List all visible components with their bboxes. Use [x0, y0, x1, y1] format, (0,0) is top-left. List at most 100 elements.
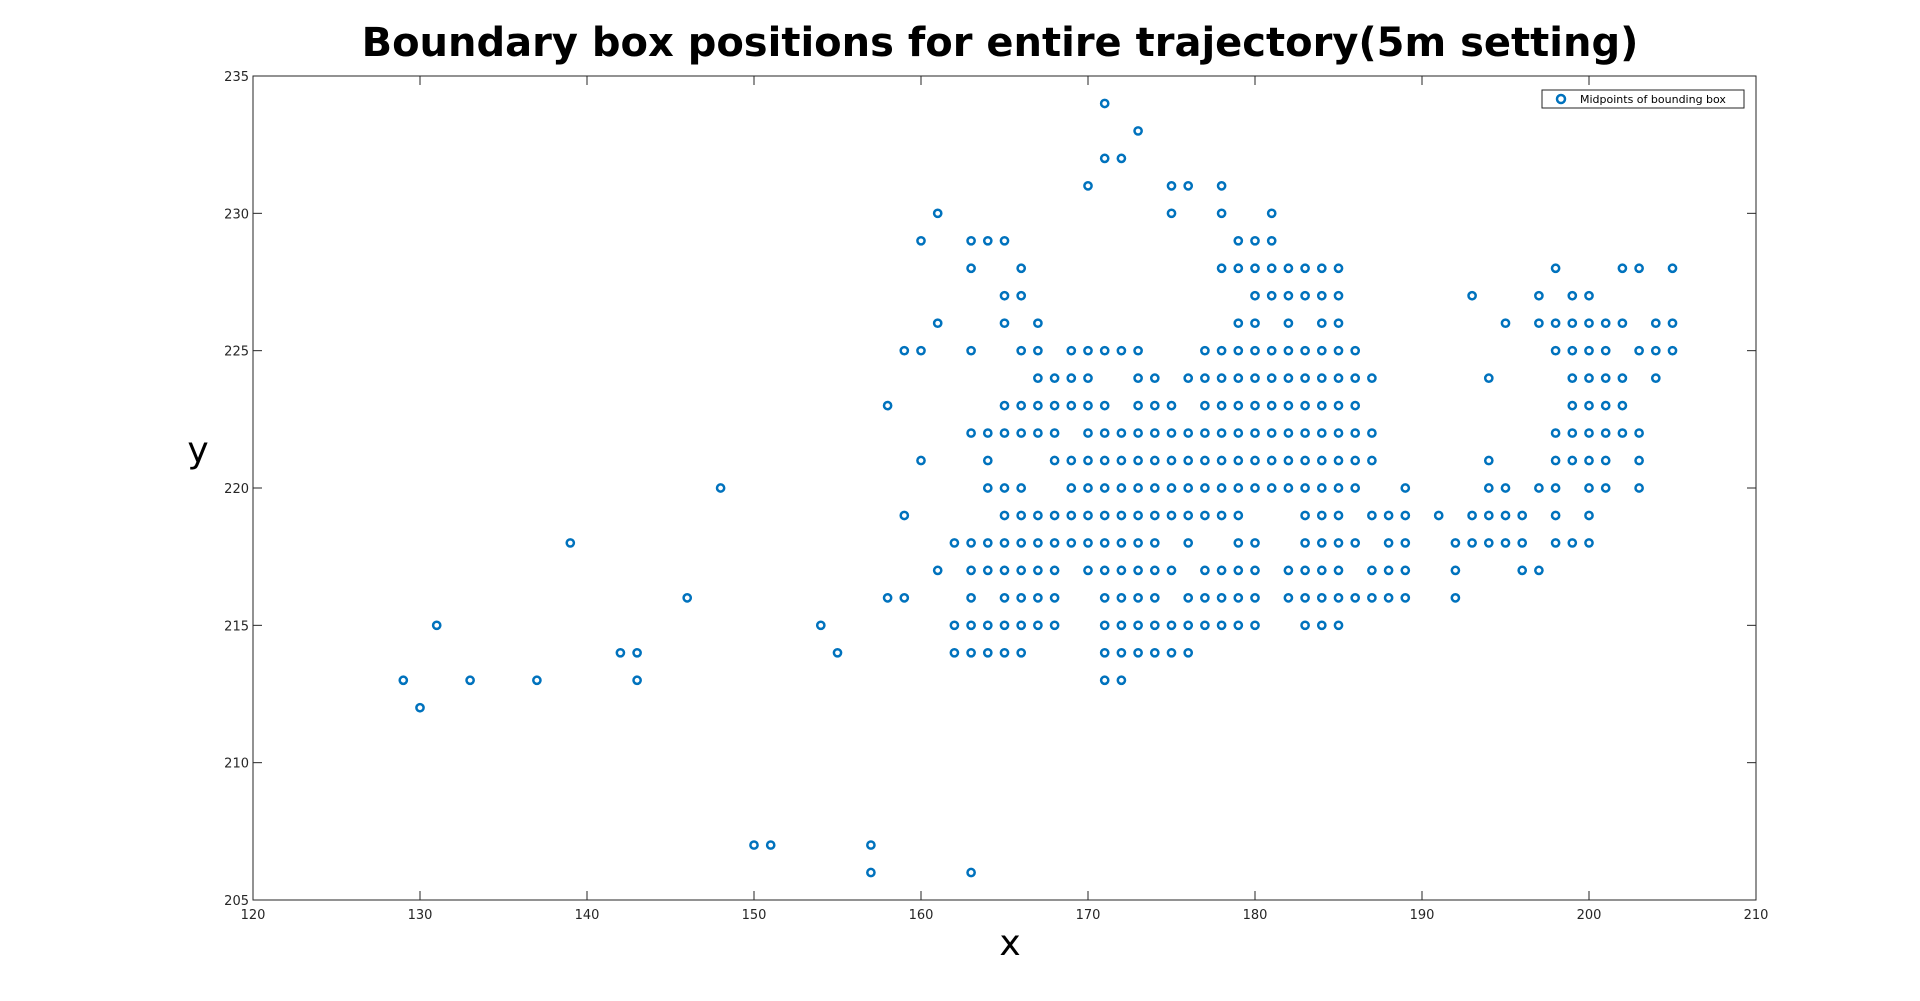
- data-point: [1099, 98, 1110, 109]
- data-point: [1367, 428, 1377, 438]
- data-point: [1166, 620, 1177, 631]
- data-point: [1200, 620, 1210, 631]
- data-point: [1066, 400, 1077, 411]
- data-point: [1283, 318, 1294, 329]
- data-point: [1634, 428, 1644, 438]
- data-point: [1200, 400, 1210, 411]
- data-point: [1483, 455, 1494, 466]
- data-point: [1250, 290, 1260, 301]
- data-point: [999, 593, 1010, 603]
- data-point: [1517, 510, 1528, 521]
- data-point: [1650, 373, 1661, 383]
- data-point: [1033, 400, 1043, 411]
- data-point: [1333, 565, 1344, 576]
- data-point: [1617, 400, 1628, 411]
- data-point: [1367, 565, 1377, 576]
- data-point: [1316, 565, 1327, 576]
- data-point: [949, 538, 960, 548]
- data-point: [1049, 428, 1060, 438]
- data-point: [982, 235, 993, 246]
- data-point: [1350, 538, 1361, 548]
- data-point: [1166, 647, 1177, 658]
- data-point: [1216, 373, 1227, 383]
- data-point: [916, 345, 926, 356]
- data-point: [1016, 620, 1027, 631]
- data-point: [1333, 290, 1344, 301]
- data-point: [966, 647, 976, 658]
- data-point: [1216, 345, 1227, 356]
- data-point: [982, 455, 993, 466]
- data-point: [1083, 510, 1093, 521]
- data-point: [1183, 428, 1194, 438]
- data-point: [1584, 428, 1594, 438]
- data-point: [1200, 483, 1210, 493]
- data-point: [1500, 538, 1511, 548]
- data-point: [1266, 400, 1277, 411]
- data-point: [1316, 455, 1327, 466]
- data-point: [1300, 263, 1310, 274]
- data-point: [999, 318, 1010, 329]
- data-point: [999, 565, 1010, 576]
- data-point: [1116, 647, 1127, 658]
- data-point: [1099, 538, 1110, 548]
- data-point: [1216, 400, 1227, 411]
- data-point: [632, 647, 642, 658]
- data-point: [1300, 373, 1310, 383]
- data-point: [1033, 620, 1043, 631]
- axis-ticks: 120 130 140 150 160 170 180 190 200 210 205 210 215 2…: [224, 70, 1768, 923]
- data-point: [1166, 455, 1177, 466]
- data-point: [1567, 290, 1578, 301]
- data-point: [1316, 428, 1327, 438]
- data-point: [1667, 345, 1678, 356]
- data-point: [1467, 510, 1477, 521]
- data-point: [1200, 510, 1210, 521]
- data-point: [1483, 373, 1494, 383]
- data-point: [1517, 538, 1528, 548]
- data-point: [1133, 620, 1143, 631]
- y-tick-label: 215: [224, 619, 249, 634]
- data-point: [1316, 318, 1327, 329]
- data-point: [1567, 373, 1578, 383]
- data-point: [1283, 565, 1294, 576]
- data-point: [1200, 345, 1210, 356]
- data-point: [1116, 620, 1127, 631]
- data-point: [1400, 483, 1411, 493]
- data-point: [1600, 318, 1611, 329]
- data-point: [1350, 400, 1361, 411]
- data-point: [1534, 318, 1544, 329]
- data-point: [1250, 483, 1260, 493]
- data-point: [1033, 565, 1043, 576]
- data-point: [1467, 538, 1477, 548]
- data-point: [632, 675, 642, 686]
- data-point: [1216, 593, 1227, 603]
- data-point: [1617, 318, 1628, 329]
- data-point: [832, 647, 843, 658]
- data-point: [1634, 345, 1644, 356]
- data-point: [1016, 647, 1027, 658]
- data-points: [398, 98, 1678, 878]
- y-tick-label: 210: [224, 757, 249, 772]
- data-point: [1367, 510, 1377, 521]
- data-point: [1116, 455, 1127, 466]
- data-point: [982, 483, 993, 493]
- data-point: [1066, 373, 1077, 383]
- data-point: [949, 647, 960, 658]
- data-point: [899, 510, 910, 521]
- data-point: [1584, 290, 1594, 301]
- data-point: [1584, 510, 1594, 521]
- data-point: [1266, 263, 1277, 274]
- data-point: [1333, 373, 1344, 383]
- data-point: [1099, 565, 1110, 576]
- data-point: [398, 675, 409, 686]
- data-point: [1049, 455, 1060, 466]
- data-point: [1467, 290, 1477, 301]
- data-point: [1433, 510, 1444, 521]
- data-point: [1166, 565, 1177, 576]
- data-point: [1350, 455, 1361, 466]
- data-point: [1216, 565, 1227, 576]
- data-point: [1333, 318, 1344, 329]
- data-point: [1333, 428, 1344, 438]
- data-point: [1316, 483, 1327, 493]
- data-point: [1166, 400, 1177, 411]
- data-point: [1083, 345, 1093, 356]
